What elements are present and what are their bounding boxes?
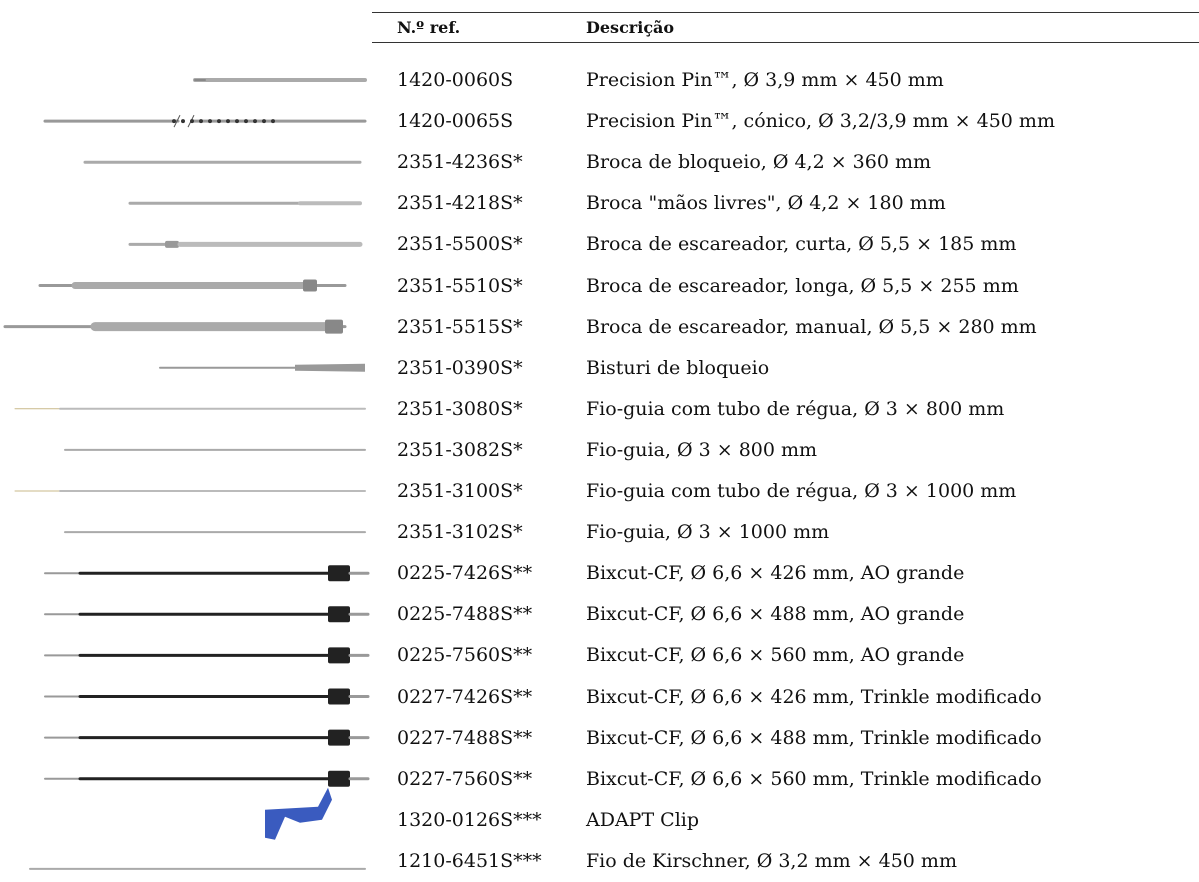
description: Bixcut-CF, Ø 6,6 × 426 mm, AO grande xyxy=(586,562,965,585)
header-ref: N.º ref. xyxy=(397,18,461,37)
instrument-part xyxy=(325,319,343,334)
ref-number: 0225-7426S** xyxy=(397,562,533,585)
ref-number: 1320-0126S*** xyxy=(397,808,542,831)
description: Bixcut-CF, Ø 6,6 × 560 mm, AO grande xyxy=(586,644,965,667)
header-description: Descrição xyxy=(586,18,675,37)
instrument-part xyxy=(208,119,212,124)
instrument-part xyxy=(253,119,257,124)
instrument-part xyxy=(181,119,185,124)
instrument-part xyxy=(328,647,350,664)
instrument-part xyxy=(328,688,350,705)
ref-number: 2351-3082S* xyxy=(397,438,523,461)
instrument-part xyxy=(235,119,239,124)
instrument-part xyxy=(328,770,350,787)
instrument-part xyxy=(226,119,230,124)
description: Fio-guia com tubo de régua, Ø 3 × 800 mm xyxy=(586,397,1005,420)
instrument-part xyxy=(217,119,221,124)
description: Broca de escareador, longa, Ø 5,5 × 255 … xyxy=(586,274,1019,297)
ref-number: 0227-7488S** xyxy=(397,726,533,749)
ref-number: 2351-5515S* xyxy=(397,315,523,338)
description: Broca de escareador, manual, Ø 5,5 × 280… xyxy=(586,315,1037,338)
instrument-part xyxy=(199,119,203,124)
ref-number: 2351-3080S* xyxy=(397,397,523,420)
instrument-part xyxy=(328,606,350,623)
ref-number: 0227-7560S** xyxy=(397,767,533,790)
instrument-part xyxy=(328,565,350,582)
description: Fio-guia, Ø 3 × 1000 mm xyxy=(586,521,830,544)
description: Broca "mãos livres", Ø 4,2 × 180 mm xyxy=(586,192,946,215)
instrument-part xyxy=(328,729,350,746)
ref-number: 1420-0060S xyxy=(397,69,514,91)
description: Bixcut-CF, Ø 6,6 × 560 mm, Trinkle modif… xyxy=(586,767,1042,790)
instrument-part xyxy=(262,119,266,124)
description: Fio de Kirschner, Ø 3,2 mm × 450 mm xyxy=(586,849,957,872)
instrument-part xyxy=(265,787,332,840)
description: Bixcut-CF, Ø 6,6 × 488 mm, AO grande xyxy=(586,603,965,626)
description: Bixcut-CF, Ø 6,6 × 488 mm, Trinkle modif… xyxy=(586,726,1042,749)
instrument-part xyxy=(295,363,365,372)
description: ADAPT Clip xyxy=(586,808,700,831)
ref-number: 1420-0065S xyxy=(397,110,514,133)
ref-number: 2351-4236S* xyxy=(397,151,523,174)
instrument-part xyxy=(165,240,179,248)
description: Broca de bloqueio, Ø 4,2 × 360 mm xyxy=(586,151,932,174)
ref-number: 0227-7426S** xyxy=(397,685,533,708)
top-rule xyxy=(372,12,1199,13)
instrument-part xyxy=(271,119,275,124)
ref-number: 2351-3100S* xyxy=(397,480,523,502)
instrument-part xyxy=(173,114,181,128)
ref-number: 2351-0390S* xyxy=(397,356,523,379)
description: Fio-guia, Ø 3 × 800 mm xyxy=(586,438,818,461)
instrument-part xyxy=(190,119,194,124)
description: Precision Pin™, Ø 3,9 mm × 450 mm xyxy=(586,69,944,91)
description: Broca de escareador, curta, Ø 5,5 × 185 … xyxy=(586,233,1017,256)
ref-number: 1210-6451S*** xyxy=(397,849,542,872)
instrument-part xyxy=(172,119,176,124)
instrument-part xyxy=(303,279,317,292)
description: Bixcut-CF, Ø 6,6 × 426 mm, Trinkle modif… xyxy=(586,685,1042,708)
ref-number: 2351-4218S* xyxy=(397,192,523,215)
instrument-images xyxy=(3,78,370,870)
ref-number: 2351-3102S* xyxy=(397,521,523,544)
ref-number: 0225-7488S** xyxy=(397,603,533,626)
description: Fio-guia com tubo de régua, Ø 3 × 1000 m… xyxy=(586,480,1017,502)
ref-number: 0225-7560S** xyxy=(397,644,533,667)
description: Precision Pin™, cónico, Ø 3,2/3,9 mm × 4… xyxy=(586,110,1055,133)
instrument-part xyxy=(244,119,248,124)
description: Bisturi de bloqueio xyxy=(586,356,770,379)
ref-number: 2351-5500S* xyxy=(397,233,523,256)
header-rule xyxy=(372,42,1199,43)
ref-number: 2351-5510S* xyxy=(397,274,523,297)
